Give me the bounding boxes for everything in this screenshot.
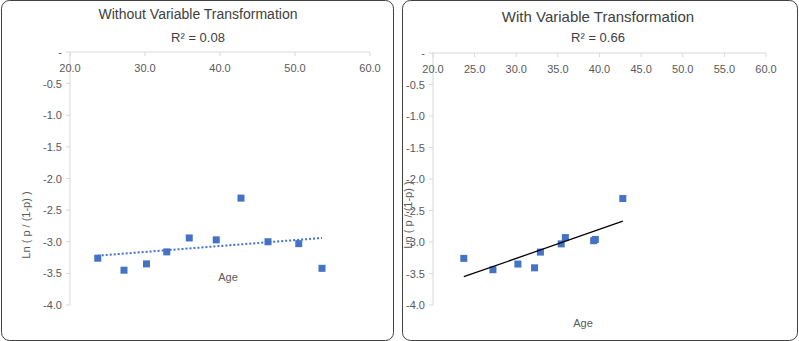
y-tick — [66, 210, 70, 211]
data-point — [295, 240, 302, 247]
x-tick — [474, 53, 475, 57]
y-tick — [429, 179, 433, 180]
x-tick-label: 35.0 — [547, 63, 568, 75]
chart-title: With Variable Transformation — [502, 8, 694, 25]
x-axis-title: Age — [573, 317, 593, 329]
x-tick-label: 40.0 — [209, 62, 230, 74]
chart-subtitle: R² = 0.08 — [171, 30, 225, 45]
y-tick — [66, 178, 70, 179]
data-point — [592, 236, 599, 243]
y-tick-label: -4.0 — [43, 299, 62, 311]
x-tick-label: 50.0 — [672, 63, 693, 75]
x-tick — [145, 52, 146, 56]
x-tick-label: 25.0 — [464, 63, 485, 75]
y-tick-label: -0.5 — [43, 78, 62, 90]
data-point — [143, 260, 150, 267]
data-point — [319, 265, 326, 272]
y-tick — [429, 116, 433, 117]
x-tick-label: 60.0 — [359, 62, 380, 74]
data-point — [514, 261, 521, 268]
x-tick-label: 20.0 — [59, 62, 80, 74]
x-tick — [433, 53, 434, 57]
y-tick-label: -1.5 — [43, 141, 62, 153]
y-tick — [66, 115, 70, 116]
x-tick — [724, 53, 725, 57]
data-point — [213, 236, 220, 243]
figure: Without Variable Transformation R² = 0.08… — [0, 0, 799, 341]
x-tick — [557, 53, 558, 57]
x-tick-label: 30.0 — [506, 63, 527, 75]
y-tick-label: -0.5 — [406, 79, 425, 91]
x-tick — [599, 53, 600, 57]
y-tick — [429, 84, 433, 85]
trend-line — [464, 221, 623, 276]
x-axis-title: Age — [218, 271, 238, 283]
x-tick — [370, 52, 371, 56]
y-axis-title: Ln ( p / (1-p) ) — [20, 191, 32, 258]
x-tick — [682, 53, 683, 57]
chart-panel: Without Variable Transformation R² = 0.08… — [2, 1, 394, 341]
data-point — [186, 234, 193, 241]
y-tick-label: -3.0 — [43, 236, 62, 248]
y-tick-label: - — [421, 47, 425, 59]
x-tick-label: 30.0 — [134, 62, 155, 74]
y-tick-label: -4.0 — [406, 299, 425, 311]
x-tick-label: 50.0 — [284, 62, 305, 74]
x-tick — [641, 53, 642, 57]
x-tick — [766, 53, 767, 57]
trend-line — [98, 238, 322, 256]
y-tick — [66, 305, 70, 306]
y-tick — [66, 241, 70, 242]
data-point — [531, 264, 538, 271]
y-tick — [429, 210, 433, 211]
x-tick — [295, 52, 296, 56]
chart-title: Without Variable Transformation — [99, 6, 298, 22]
y-tick — [429, 305, 433, 306]
y-tick-label: -3.5 — [43, 267, 62, 279]
data-point — [460, 255, 467, 262]
data-point — [619, 195, 626, 202]
y-axis-title: Ln ( p / (1-p) ) — [402, 181, 414, 248]
y-tick — [429, 273, 433, 274]
x-tick-label: 40.0 — [589, 63, 610, 75]
y-tick — [66, 273, 70, 274]
y-tick-label: -2.5 — [43, 204, 62, 216]
y-tick — [429, 53, 433, 54]
y-tick-label: -3.5 — [406, 268, 425, 280]
x-tick — [220, 52, 221, 56]
data-point — [238, 195, 245, 202]
plot-area — [94, 195, 325, 274]
y-tick — [429, 242, 433, 243]
x-tick-label: 45.0 — [630, 63, 651, 75]
x-tick-label: 60.0 — [755, 63, 776, 75]
y-tick — [66, 146, 70, 147]
plot-area — [460, 195, 626, 277]
y-tick — [66, 52, 70, 53]
x-tick — [516, 53, 517, 57]
chart-subtitle: R² = 0.66 — [571, 30, 625, 45]
x-tick-label: 20.0 — [422, 63, 443, 75]
chart-panel: With Variable Transformation R² = 0.66 20.… — [402, 1, 798, 341]
y-tick — [66, 83, 70, 84]
x-tick — [70, 52, 71, 56]
data-point — [121, 267, 128, 274]
panel-frame — [2, 1, 394, 341]
y-tick-label: - — [58, 46, 62, 58]
y-tick-label: -1.0 — [406, 110, 425, 122]
x-tick-label: 55.0 — [714, 63, 735, 75]
y-tick — [429, 147, 433, 148]
y-tick-label: -1.0 — [43, 109, 62, 121]
y-tick-label: -1.5 — [406, 142, 425, 154]
panel-frame — [403, 1, 798, 341]
y-tick-label: -2.0 — [43, 173, 62, 185]
data-point — [94, 255, 101, 262]
